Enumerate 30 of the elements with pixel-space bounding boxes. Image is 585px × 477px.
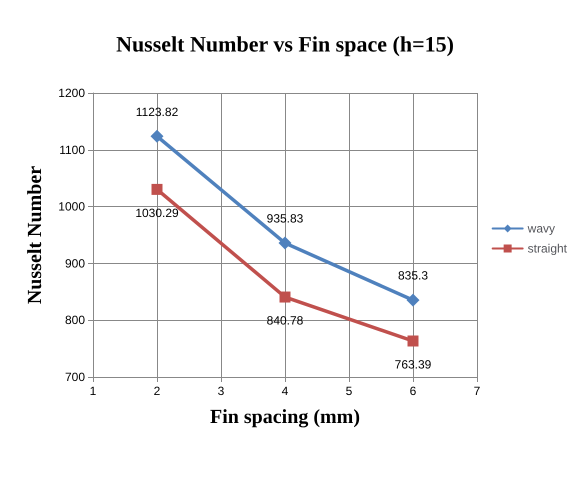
y-tick-label: 900 <box>64 256 86 270</box>
chart-title: Nusselt Number vs Fin space (h=15) <box>116 32 454 56</box>
x-tick-label: 1 <box>90 384 97 398</box>
y-tick-label: 1000 <box>58 200 86 214</box>
y-tick-label: 1200 <box>58 86 86 100</box>
x-tick-label: 5 <box>346 384 353 398</box>
x-axis-title: Fin spacing (mm) <box>210 406 360 428</box>
data-label: 835.3 <box>398 268 428 283</box>
data-label: 1030.29 <box>135 206 180 220</box>
y-tick-label: 700 <box>64 370 86 384</box>
y-tick-label: 1100 <box>59 142 86 157</box>
x-tick-label: 2 <box>154 384 161 398</box>
data-label: 840.78 <box>266 314 304 328</box>
data-label: 763.39 <box>394 357 432 372</box>
legend-label: wavy <box>526 222 555 236</box>
point <box>150 130 164 143</box>
point <box>280 292 290 303</box>
legend-label: straight <box>528 242 568 256</box>
x-tick-label: 7 <box>474 384 481 398</box>
data-label: 935.83 <box>266 212 304 226</box>
point <box>406 294 420 307</box>
y-axis-title: Nusselt Number <box>24 166 46 304</box>
x-tick-label: 3 <box>218 384 225 398</box>
y-tick-label: 800 <box>64 313 86 328</box>
x-tick-label: 6 <box>410 384 417 398</box>
x-tick-label: 4 <box>282 384 289 398</box>
data-label: 1123.82 <box>136 104 179 119</box>
point <box>278 236 292 250</box>
point <box>152 184 162 195</box>
point <box>408 335 418 346</box>
